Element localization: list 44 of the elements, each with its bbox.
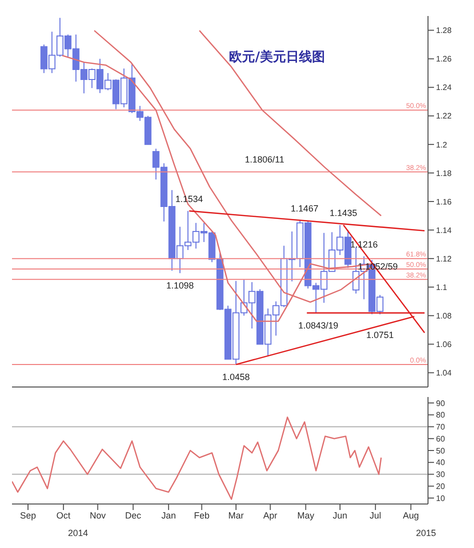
x-tick-label: Feb xyxy=(194,510,210,520)
y-tick-label: 1.16 xyxy=(436,197,452,206)
y-tick-label: 40 xyxy=(436,458,446,468)
y-tick-label: 90 xyxy=(436,398,446,408)
y-tick-label: 20 xyxy=(436,482,446,492)
y-tick-label: 1.08 xyxy=(436,311,452,320)
x-tick-label: Mar xyxy=(228,510,244,520)
y-tick-label: 1.12 xyxy=(436,254,452,264)
x-tick-label: Jun xyxy=(332,510,348,520)
text: 2015 xyxy=(416,528,436,538)
y-tick-label: 70 xyxy=(436,422,446,432)
annotation: 1.1435 xyxy=(330,208,358,218)
y-tick-label: 80 xyxy=(436,410,446,420)
y-tick-label: 1.22 xyxy=(436,112,452,121)
annotation: 1.0843/19 xyxy=(298,320,338,330)
text: 欧元/美元日线图 xyxy=(228,48,326,66)
x-tick-label: Oct xyxy=(56,510,71,520)
y-tick-label: 1.28 xyxy=(436,26,452,36)
x-tick-label: Sep xyxy=(20,510,36,520)
y-tick-label: 1.26 xyxy=(436,54,452,64)
annotation: 1.0458 xyxy=(222,372,250,382)
x-tick-label: Dec xyxy=(125,510,142,520)
y-tick-label: 10 xyxy=(436,494,446,503)
x-tick-label: Nov xyxy=(90,510,106,520)
annotation: 1.1098 xyxy=(166,280,194,291)
y-tick-label: 1.24 xyxy=(436,83,452,92)
y-tick-label: 1.04 xyxy=(436,368,452,378)
y-tick-label: 1.1 xyxy=(436,282,448,292)
y-tick-label: 30 xyxy=(436,470,446,480)
y-tick-label: 1.18 xyxy=(436,168,452,178)
x-tick-label: May xyxy=(297,510,315,520)
annotation: 1.1806/11 xyxy=(244,154,284,164)
y-tick-label: 50 xyxy=(436,446,446,456)
x-tick-label: Apr xyxy=(263,510,278,520)
x-tick-label: Jan xyxy=(161,510,176,520)
text: 2014 xyxy=(68,528,88,538)
annotation: 1.0751 xyxy=(366,330,394,340)
y-tick-label: 1.06 xyxy=(436,340,452,350)
y-tick-label: 60 xyxy=(436,434,446,444)
x-tick-label: Aug xyxy=(402,510,419,520)
y-tick-label: 1.2 xyxy=(436,140,448,150)
annotation: 1.1467 xyxy=(290,203,318,214)
x-tick-label: Jul xyxy=(370,510,382,520)
y-tick-label: 1.14 xyxy=(436,226,452,235)
